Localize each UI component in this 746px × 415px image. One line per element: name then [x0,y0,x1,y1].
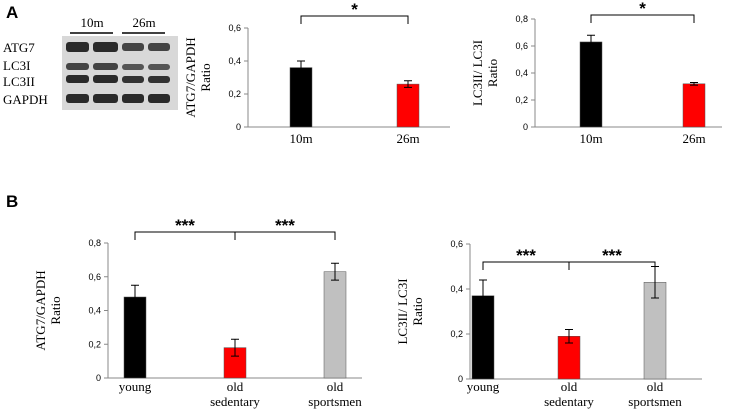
y-tick-label: 0,2 [88,339,101,349]
significance-bracket [590,14,695,23]
y-tick-label: 0,2 [515,95,528,105]
panel-label: A [6,3,18,22]
error-bar [404,80,412,88]
significance-bracket [568,261,656,270]
bar [579,41,603,128]
y-tick-label: 0,2 [450,329,463,339]
y-tick-label: 0,4 [228,56,241,66]
row-label: GAPDH [3,92,48,107]
bar [289,67,313,128]
y-axis-label: LC3II/ LC3IRatio [470,40,500,106]
x-tick-label: old sportsmen [308,379,362,409]
y-tick-label: 0,4 [450,284,463,294]
y-tick-label: 0 [523,122,528,132]
significance-label: *** [275,216,295,235]
error-bar [587,34,595,50]
y-tick-label: 0 [458,374,463,384]
bar [396,83,420,128]
y-tick-label: 0,8 [88,238,101,248]
y-tick-label: 0,6 [515,41,528,51]
error-bar [297,60,305,75]
error-bar [331,262,339,281]
x-tick-label: old sportsmen [628,379,682,409]
x-tick-label: 26m [396,131,419,146]
y-tick-label: 0,4 [515,68,528,78]
row-label: LC3II [3,74,35,89]
error-bar [479,279,487,312]
western-blot: 10m 26m ATG7 LC3I LC3II GAPDH [3,15,178,110]
y-tick-label: 0,8 [515,14,528,24]
y-tick-label: 0 [96,373,101,383]
y-tick-label: 0,4 [88,306,101,316]
significance-label: *** [175,216,195,235]
error-bar [565,329,573,344]
panel-label: B [6,192,18,211]
x-tick-label: 10m [289,131,312,146]
x-tick-label: old sedentary [210,379,260,409]
lane-label: 26m [132,15,155,30]
y-axis-label: ATG7/GAPDHRatio [33,270,63,350]
bar [323,271,347,379]
y-tick-label: 0 [236,122,241,132]
row-label: LC3I [3,58,30,73]
lane-label: 10m [80,15,103,30]
bar [682,83,706,128]
y-axis-label: ATG7/GAPDHRatio [183,37,213,117]
significance-bracket [234,231,336,240]
error-bar [690,81,698,86]
bands [66,42,170,103]
row-label: ATG7 [3,40,35,55]
significance-label: *** [516,246,536,265]
x-tick-label: young [119,379,152,394]
significance-bracket [300,15,409,24]
y-tick-label: 0,6 [88,272,101,282]
significance-label: * [639,0,646,18]
x-tick-label: 26m [682,131,705,146]
x-tick-label: old sedentary [544,379,594,409]
x-tick-label: young [467,379,500,394]
y-axis-label: LC3II/ LC3IRatio [395,278,425,344]
error-bar [231,338,239,357]
y-tick-label: 0,6 [450,239,463,249]
y-tick-label: 0,6 [228,23,241,33]
y-tick-label: 0,2 [228,89,241,99]
x-tick-label: 10m [579,131,602,146]
significance-label: * [351,0,358,19]
error-bar [131,284,139,310]
significance-label: *** [602,246,622,265]
